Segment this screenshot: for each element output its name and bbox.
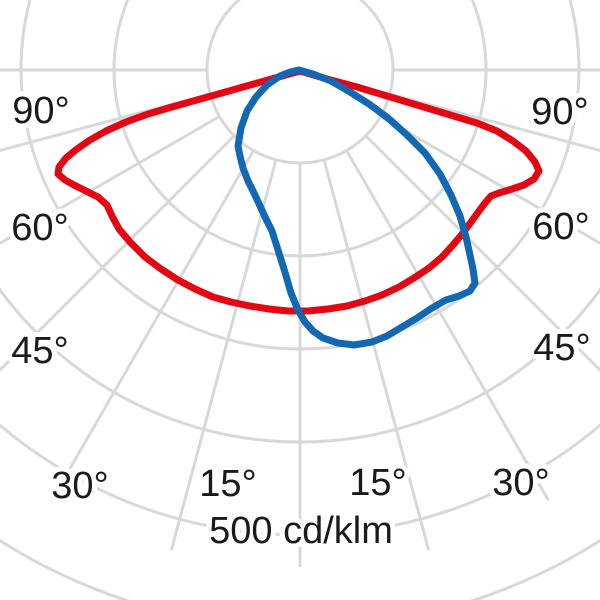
angle-label-4-15deg: 15° xyxy=(199,463,256,505)
blue-distribution-curve xyxy=(234,66,479,349)
grid-angle-line-15deg xyxy=(322,159,431,551)
grid-angle-line--60deg xyxy=(0,115,221,245)
grid-angle-line--45deg xyxy=(0,134,236,373)
red-distribution-curve xyxy=(54,67,543,315)
angle-label-0-90deg: 90° xyxy=(12,90,69,132)
angle-label-9-90deg: 90° xyxy=(531,91,588,133)
grid-angle-line-30deg xyxy=(345,149,550,502)
axis-labels: 90° 60° 45° 30° 15° 15° 30° 45° 60° 90° 500 cd/klm xyxy=(6,85,595,557)
angle-label-2-45deg: 45° xyxy=(11,330,68,372)
scale-label: 500 cd/klm xyxy=(209,510,393,552)
angle-label-1-60deg: 60° xyxy=(11,207,68,249)
grid-angle-line--15deg xyxy=(169,159,278,551)
grid-angle-line--30deg xyxy=(50,149,255,502)
grid-ring-100-cdklm xyxy=(205,0,395,165)
grid-angle-line-75deg xyxy=(389,92,600,152)
angle-label-7-45deg: 45° xyxy=(533,327,590,369)
grid-angle-line-45deg xyxy=(364,134,600,373)
angle-label-8-60deg: 60° xyxy=(532,206,589,248)
grid-angle-line-60deg xyxy=(379,115,600,245)
angle-label-5-15deg: 15° xyxy=(349,462,406,504)
angle-label-6-30deg: 30° xyxy=(492,462,549,504)
angle-label-3-30deg: 30° xyxy=(51,465,108,507)
